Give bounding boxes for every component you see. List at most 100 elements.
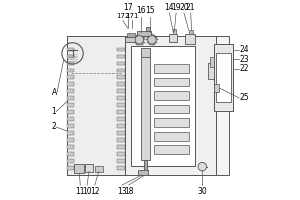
Bar	[117, 89, 125, 93]
Bar	[154, 105, 189, 113]
Bar	[95, 166, 103, 172]
Bar	[216, 53, 231, 102]
Bar	[173, 29, 176, 34]
Text: 13: 13	[117, 187, 127, 196]
Bar	[67, 152, 74, 156]
Bar	[189, 30, 193, 34]
Text: 1: 1	[51, 107, 56, 116]
Bar	[117, 103, 125, 107]
Bar	[127, 33, 134, 37]
Bar	[117, 131, 125, 135]
Bar	[138, 170, 148, 175]
Text: 2: 2	[51, 122, 56, 131]
Bar	[208, 63, 214, 79]
Bar	[67, 36, 125, 175]
Bar	[117, 75, 125, 79]
Text: 10: 10	[82, 187, 92, 196]
Text: 23: 23	[239, 55, 249, 64]
Bar	[117, 152, 125, 156]
Circle shape	[148, 36, 156, 44]
Bar	[117, 159, 125, 163]
Bar	[67, 138, 74, 142]
Bar	[141, 35, 143, 36]
Bar	[67, 117, 74, 121]
Bar	[117, 166, 125, 170]
Bar	[67, 55, 74, 58]
Bar	[117, 69, 125, 72]
Bar	[117, 117, 125, 121]
Bar	[137, 31, 151, 36]
Bar	[143, 39, 145, 40]
Bar	[155, 37, 157, 38]
Bar	[117, 82, 125, 86]
Bar	[154, 91, 189, 100]
Bar	[154, 132, 189, 141]
Text: 171: 171	[125, 13, 138, 19]
Bar	[117, 124, 125, 128]
Bar	[125, 36, 216, 175]
Circle shape	[198, 162, 206, 171]
Bar	[117, 62, 125, 65]
Bar	[148, 35, 151, 36]
Bar	[67, 48, 74, 51]
Bar	[151, 44, 153, 45]
Bar	[210, 57, 214, 67]
Bar	[153, 43, 155, 45]
Text: 19: 19	[171, 3, 181, 12]
Text: 18: 18	[124, 187, 134, 196]
Bar	[134, 39, 136, 40]
Text: 17: 17	[123, 3, 133, 12]
Bar	[117, 110, 125, 114]
Bar	[134, 37, 136, 38]
Text: 16: 16	[136, 6, 146, 15]
Bar	[67, 110, 74, 114]
Bar	[67, 36, 230, 175]
Bar	[141, 53, 150, 160]
Bar	[156, 39, 158, 40]
Text: 172: 172	[116, 13, 130, 19]
Bar	[151, 34, 153, 36]
Bar	[146, 27, 150, 31]
Bar	[154, 145, 189, 154]
Bar	[142, 37, 145, 38]
Bar	[125, 37, 136, 42]
Text: 20: 20	[179, 3, 189, 12]
Bar	[67, 69, 74, 72]
Bar	[138, 44, 140, 45]
Bar	[67, 124, 74, 128]
Bar	[155, 42, 157, 43]
Text: 25: 25	[239, 93, 249, 102]
Bar	[154, 78, 189, 86]
Bar	[117, 145, 125, 149]
Bar	[67, 82, 74, 86]
Bar	[144, 160, 147, 175]
Bar	[117, 96, 125, 100]
Text: 15: 15	[145, 6, 155, 15]
Bar	[117, 48, 125, 51]
Bar	[147, 37, 149, 38]
Bar	[154, 118, 189, 127]
Bar	[67, 145, 74, 149]
Bar	[154, 64, 189, 73]
Bar	[141, 43, 143, 45]
Text: 12: 12	[90, 187, 100, 196]
Bar	[148, 43, 151, 45]
Bar	[130, 46, 194, 166]
Bar	[74, 164, 84, 173]
Bar	[136, 35, 138, 36]
Bar	[67, 103, 74, 107]
Bar	[138, 34, 140, 36]
Bar	[147, 42, 149, 43]
Text: 21: 21	[186, 3, 195, 12]
Bar	[67, 89, 74, 93]
Bar	[67, 166, 74, 170]
Bar	[134, 42, 136, 43]
Bar	[67, 159, 74, 163]
Bar	[214, 84, 219, 92]
Bar	[117, 55, 125, 58]
Text: 30: 30	[197, 187, 207, 196]
Bar	[169, 34, 177, 42]
Circle shape	[135, 36, 144, 44]
Text: 22: 22	[239, 64, 249, 73]
Bar	[67, 131, 74, 135]
